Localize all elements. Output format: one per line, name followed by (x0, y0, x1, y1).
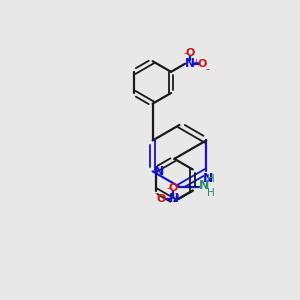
Text: -: - (166, 183, 170, 193)
Text: O: O (186, 48, 195, 58)
Text: H: H (207, 174, 215, 184)
Text: -: - (183, 48, 187, 58)
Text: -: - (154, 188, 158, 198)
Text: N: N (199, 179, 210, 192)
Text: -: - (206, 64, 209, 74)
Text: O: O (197, 59, 207, 69)
Text: N: N (202, 172, 213, 185)
Text: O: O (169, 183, 178, 193)
Text: N: N (154, 165, 164, 178)
Text: +: + (192, 58, 199, 67)
Text: O: O (157, 194, 166, 204)
Text: N: N (168, 192, 178, 205)
Text: H: H (207, 188, 215, 198)
Text: +: + (174, 193, 181, 202)
Text: N: N (185, 57, 195, 70)
